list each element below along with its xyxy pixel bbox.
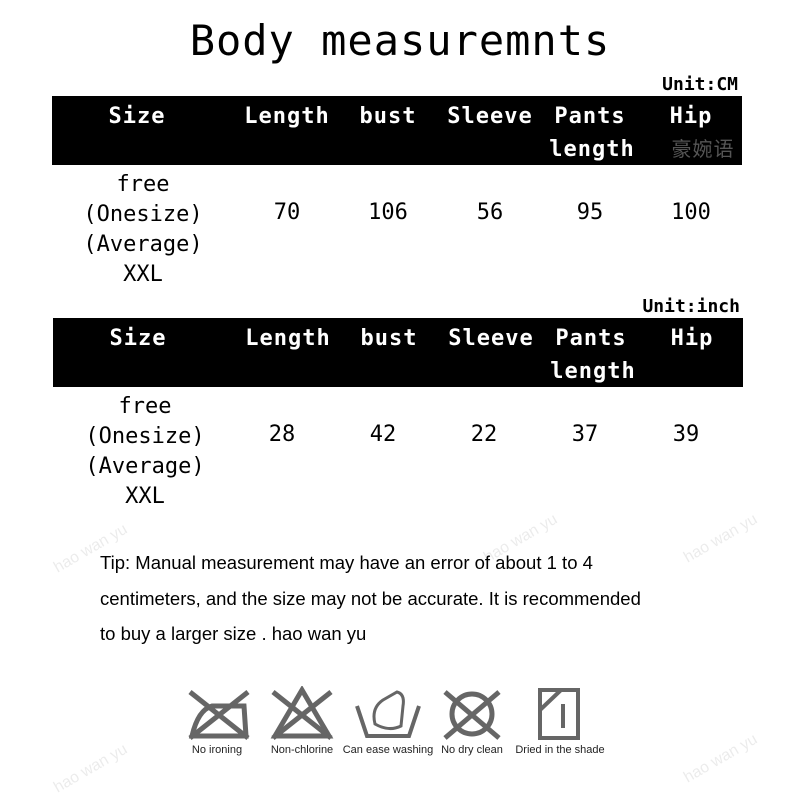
col-pants: Pants	[555, 326, 627, 351]
inch-bust: 42	[369, 422, 397, 447]
care-label: Dried in the shade	[515, 744, 605, 756]
page-title: Body measuremnts	[189, 16, 611, 65]
inch-hip: 39	[672, 422, 700, 447]
care-label: Can ease washing	[342, 744, 434, 756]
tip-line: to buy a larger size . hao wan yu	[100, 623, 367, 644]
cm-hip: 100	[671, 200, 711, 225]
cm-length: 70	[273, 200, 301, 225]
inch-pants-length: 37	[571, 422, 599, 447]
size-average: (Average)	[85, 454, 205, 479]
care-label: No dry clean	[441, 744, 503, 756]
col-sleeve: Sleeve	[447, 104, 533, 129]
tip-line: Tip: Manual measurement may have an erro…	[100, 552, 593, 573]
tip-line: centimeters, and the size may not be acc…	[100, 587, 641, 609]
size-free: free	[118, 394, 172, 419]
col-hip: Hip	[669, 104, 713, 129]
col-pants-length: length	[549, 137, 635, 162]
col-size: Size	[108, 104, 166, 129]
care-label: No ironing	[191, 744, 243, 756]
size-cell-inch: free (Onesize) (Average) XXL	[55, 392, 235, 512]
inch-sleeve: 22	[470, 422, 498, 447]
size-free: free	[116, 172, 170, 197]
care-label: Non-chlorine	[270, 744, 334, 756]
col-length: Length	[244, 104, 330, 129]
watermark: hao wan yu	[50, 740, 131, 797]
inch-length: 28	[268, 422, 296, 447]
col-hip: Hip	[670, 326, 714, 351]
size-xxl: XXL	[123, 262, 163, 287]
unit-cm: Unit:CM	[662, 74, 738, 95]
size-xxl: XXL	[125, 484, 165, 509]
unit-inch: Unit:inch	[642, 296, 740, 317]
watermark-cn: 豪婉语	[671, 137, 735, 161]
size-onesize: (Onesize)	[83, 202, 203, 227]
col-sleeve: Sleeve	[448, 326, 534, 351]
col-size: Size	[109, 326, 167, 351]
dry-in-shade-icon	[538, 688, 580, 740]
col-pants-length: length	[550, 359, 636, 384]
watermark: hao wan yu	[680, 730, 761, 787]
table-cm-header: Size Length bust Sleeve Pants length Hip…	[52, 96, 742, 165]
size-average: (Average)	[83, 232, 203, 257]
tip-text: Tip: Manual measurement may have an erro…	[100, 545, 740, 652]
cm-sleeve: 56	[476, 200, 504, 225]
col-pants: Pants	[554, 104, 626, 129]
size-onesize: (Onesize)	[85, 424, 205, 449]
size-cell-cm: free (Onesize) (Average) XXL	[53, 170, 233, 290]
cm-bust: 106	[368, 200, 408, 225]
non-chlorine-icon	[270, 686, 334, 740]
hand-wash-icon	[355, 690, 421, 738]
col-bust: bust	[359, 104, 417, 129]
table-inch-header: Size Length bust Sleeve Pants length Hip	[53, 318, 743, 387]
cm-pants-length: 95	[576, 200, 604, 225]
col-length: Length	[245, 326, 331, 351]
no-dry-clean-icon	[443, 690, 501, 740]
col-bust: bust	[360, 326, 418, 351]
no-ironing-icon	[188, 690, 250, 740]
